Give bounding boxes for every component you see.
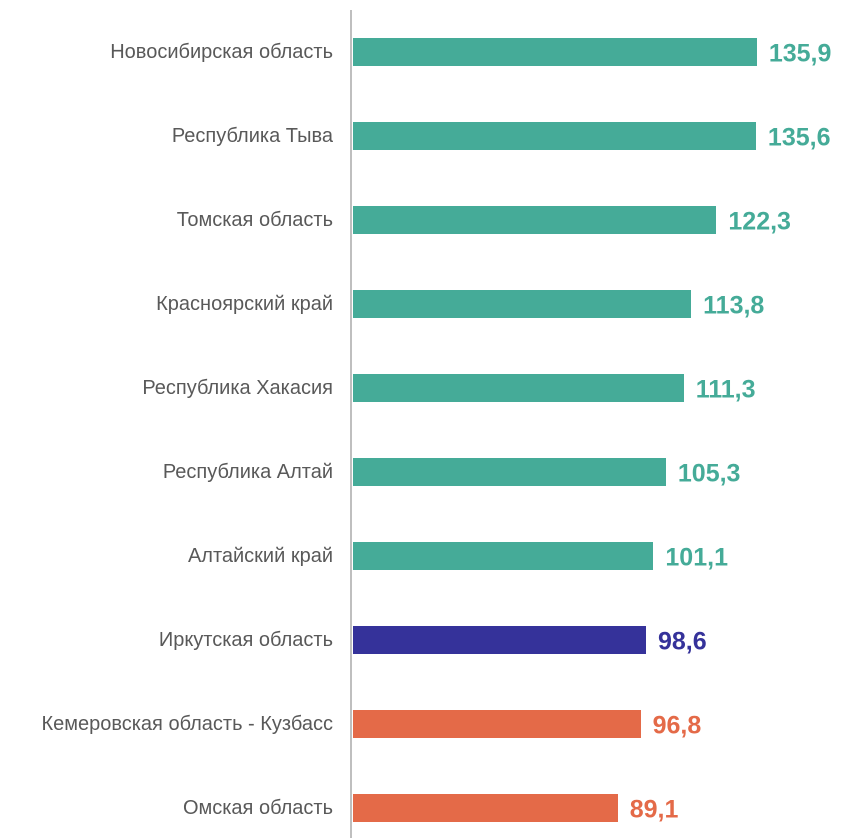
category-label: Новосибирская область bbox=[110, 41, 333, 63]
bar bbox=[353, 38, 757, 66]
category-label: Красноярский край bbox=[156, 293, 333, 315]
value-label: 96,8 bbox=[652, 711, 702, 740]
category-label: Республика Алтай bbox=[162, 461, 333, 483]
category-label: Алтайский край bbox=[187, 545, 333, 567]
value-label: 111,3 bbox=[695, 375, 756, 404]
value-label: 135,6 bbox=[767, 123, 831, 152]
value-label: 101,1 bbox=[665, 543, 728, 572]
bar bbox=[353, 626, 646, 654]
bar bbox=[353, 458, 666, 486]
value-label: 122,3 bbox=[728, 207, 791, 236]
category-label: Кемеровская область - Кузбасс bbox=[41, 713, 333, 735]
category-label: Иркутская область bbox=[158, 629, 333, 651]
bar bbox=[353, 290, 692, 318]
category-label: Омская область bbox=[182, 797, 333, 819]
value-label: 135,9 bbox=[768, 39, 832, 68]
bar bbox=[353, 122, 756, 150]
bar bbox=[353, 206, 717, 234]
axis-line bbox=[350, 10, 352, 838]
value-label: 113,8 bbox=[703, 291, 765, 320]
category-label: Томская область bbox=[176, 209, 333, 231]
category-label: Республика Тыва bbox=[171, 125, 333, 147]
value-label: 98,6 bbox=[657, 627, 707, 656]
bar bbox=[353, 794, 618, 822]
value-label: 105,3 bbox=[677, 459, 741, 488]
bar bbox=[353, 374, 684, 402]
bar bbox=[353, 710, 641, 738]
value-label: 89,1 bbox=[629, 795, 679, 824]
category-label: Республика Хакасия bbox=[142, 377, 333, 399]
bar bbox=[353, 542, 654, 570]
